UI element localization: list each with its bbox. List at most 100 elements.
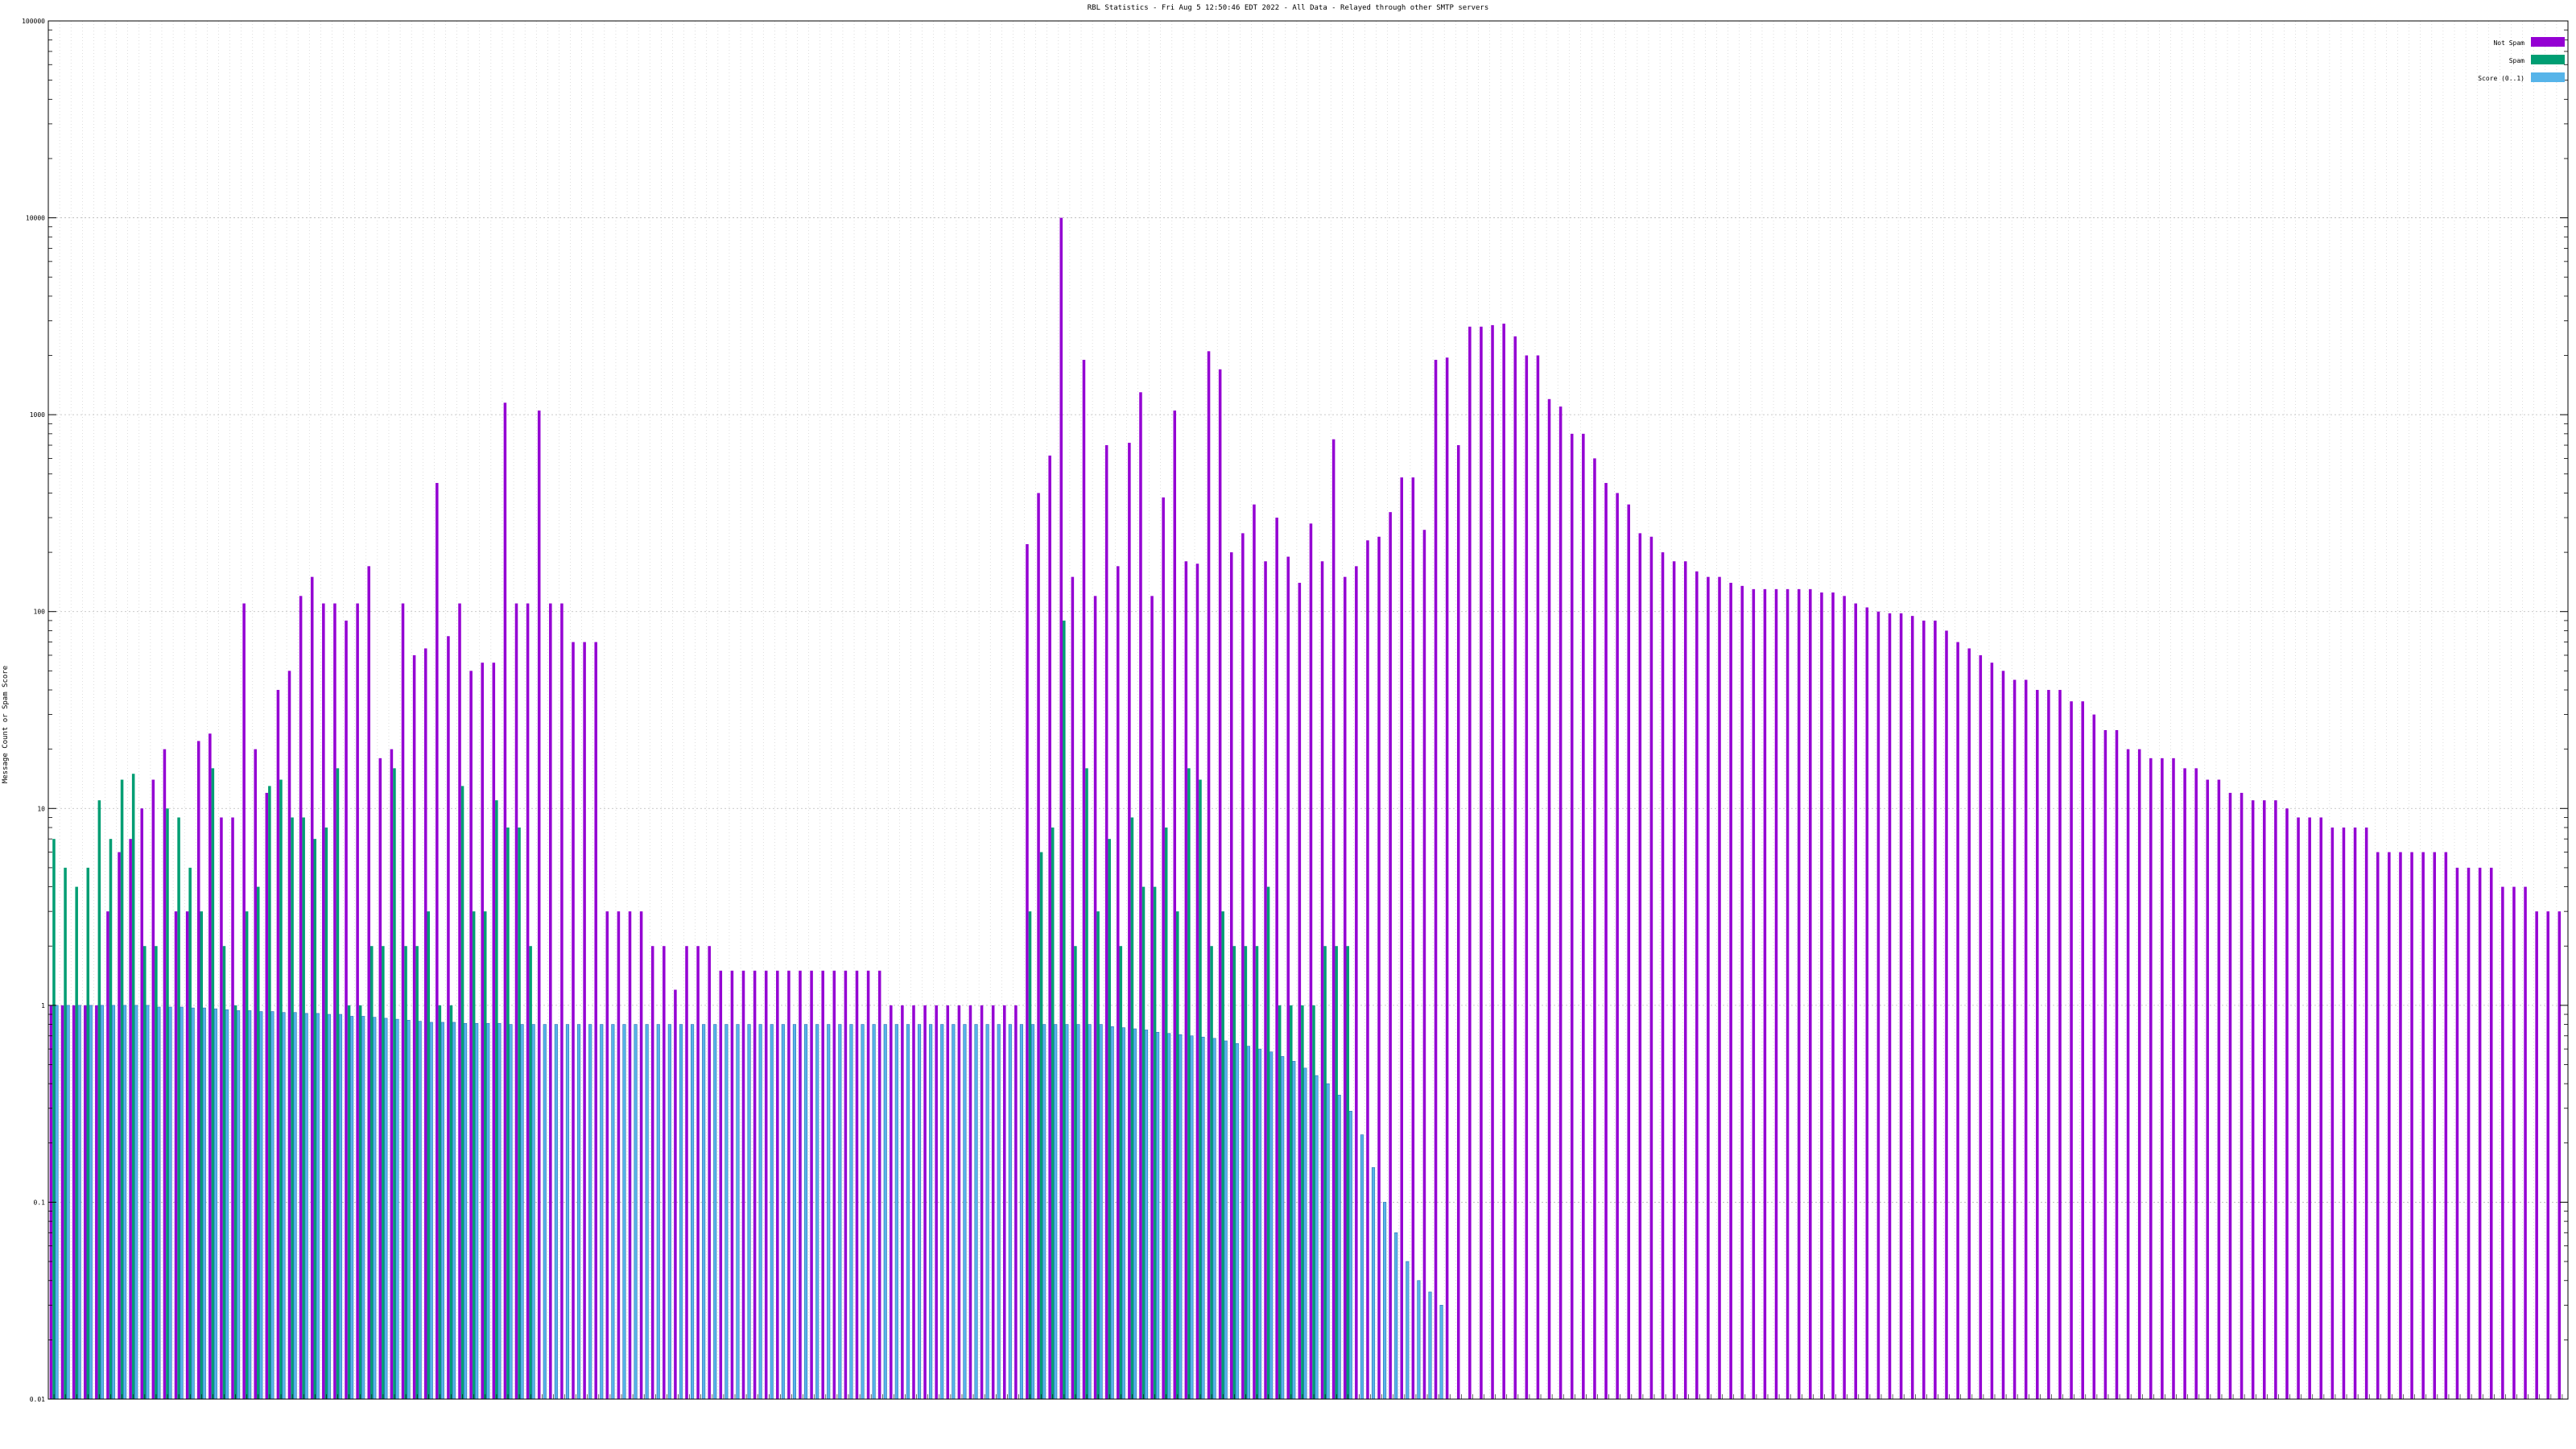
bar-spam bbox=[64, 867, 67, 1399]
bar-score bbox=[838, 1024, 842, 1400]
bar-not-spam bbox=[1763, 588, 1767, 1399]
bar-score bbox=[1383, 1202, 1387, 1400]
bar-not-spam bbox=[492, 663, 496, 1399]
bar-not-spam bbox=[2535, 911, 2538, 1399]
bar-spam bbox=[472, 911, 476, 1399]
bar-not-spam bbox=[980, 1005, 984, 1399]
bar-score bbox=[883, 1024, 887, 1400]
bar-not-spam bbox=[2376, 852, 2380, 1399]
bar-score bbox=[66, 1005, 70, 1400]
bar-not-spam bbox=[1672, 561, 1676, 1399]
bar-not-spam bbox=[1899, 613, 1903, 1399]
bar-score bbox=[1406, 1261, 1410, 1400]
bar-score bbox=[1348, 1111, 1352, 1400]
bar-not-spam bbox=[2228, 792, 2232, 1399]
bar-not-spam bbox=[1513, 336, 1517, 1399]
bar-spam bbox=[302, 817, 305, 1399]
bar-score bbox=[1371, 1167, 1376, 1400]
y-tick-label: 1 bbox=[41, 1002, 45, 1009]
bar-score bbox=[316, 1013, 320, 1400]
bar-not-spam bbox=[2319, 817, 2323, 1399]
bar-not-spam bbox=[2421, 852, 2425, 1399]
bar-score bbox=[361, 1016, 365, 1400]
bar-score bbox=[1110, 1026, 1114, 1400]
bar-spam bbox=[279, 779, 283, 1399]
bar-score bbox=[464, 1022, 468, 1400]
bar-not-spam bbox=[708, 946, 711, 1399]
bar-spam bbox=[324, 827, 328, 1399]
bar-not-spam bbox=[1865, 607, 1869, 1399]
bar-spam bbox=[1153, 886, 1157, 1399]
bar-score bbox=[202, 1007, 206, 1400]
bar-score bbox=[963, 1024, 967, 1400]
bar-not-spam bbox=[481, 663, 484, 1399]
bar-score bbox=[497, 1022, 502, 1400]
bar-spam bbox=[1301, 1005, 1304, 1399]
bar-not-spam bbox=[2115, 729, 2119, 1399]
bar-spam bbox=[75, 886, 78, 1399]
bar-score bbox=[168, 1006, 172, 1400]
bar-not-spam bbox=[1661, 552, 1665, 1399]
bar-not-spam bbox=[2444, 852, 2448, 1399]
bar-spam bbox=[1187, 768, 1191, 1399]
bar-not-spam bbox=[1445, 357, 1449, 1400]
bar-not-spam bbox=[2036, 690, 2039, 1399]
bar-not-spam bbox=[2274, 800, 2277, 1399]
bar-score bbox=[576, 1024, 581, 1400]
bar-not-spam bbox=[2194, 768, 2198, 1399]
bar-not-spam bbox=[2478, 867, 2482, 1399]
bar-score bbox=[974, 1024, 978, 1400]
bar-spam bbox=[200, 911, 204, 1399]
bar-not-spam bbox=[968, 1005, 972, 1399]
bar-not-spam bbox=[799, 970, 802, 1399]
bar-spam bbox=[369, 946, 374, 1399]
bar-spam bbox=[495, 800, 498, 1399]
bar-not-spam bbox=[378, 758, 382, 1399]
bar-score bbox=[1439, 1305, 1443, 1400]
bar-not-spam bbox=[2126, 749, 2130, 1399]
bar-not-spam bbox=[1945, 630, 1948, 1399]
bar-score bbox=[486, 1022, 490, 1400]
bar-not-spam bbox=[650, 946, 654, 1399]
bar-not-spam bbox=[2399, 852, 2402, 1399]
bar-not-spam bbox=[2081, 701, 2084, 1399]
bar-score bbox=[679, 1024, 683, 1400]
bar-spam bbox=[483, 911, 487, 1399]
bar-not-spam bbox=[594, 642, 597, 1399]
legend-label: Spam bbox=[2509, 57, 2524, 64]
bar-score bbox=[656, 1024, 660, 1400]
bar-score bbox=[1076, 1024, 1080, 1400]
bar-not-spam bbox=[1797, 588, 1801, 1399]
legend-swatch bbox=[2531, 55, 2565, 64]
y-tick-label: 100 bbox=[34, 609, 46, 616]
bar-score bbox=[1292, 1061, 1296, 1400]
bar-spam bbox=[1323, 946, 1327, 1399]
bar-not-spam bbox=[1059, 217, 1063, 1399]
bar-score bbox=[815, 1024, 819, 1400]
bar-not-spam bbox=[1184, 561, 1188, 1399]
bar-spam bbox=[1335, 946, 1338, 1399]
bar-spam bbox=[131, 774, 135, 1399]
bar-score bbox=[111, 1005, 116, 1400]
bar-score bbox=[429, 1022, 433, 1400]
bar-not-spam bbox=[1990, 663, 1994, 1399]
bar-not-spam bbox=[265, 792, 269, 1399]
bar-not-spam bbox=[151, 779, 155, 1399]
bar-spam bbox=[211, 768, 215, 1399]
bar-not-spam bbox=[787, 970, 791, 1399]
bar-not-spam bbox=[685, 946, 688, 1399]
bar-score bbox=[781, 1024, 785, 1400]
bar-not-spam bbox=[1331, 439, 1335, 1400]
bar-spam bbox=[1039, 852, 1043, 1399]
bar-not-spam bbox=[333, 603, 336, 1399]
bar-not-spam bbox=[560, 603, 564, 1399]
bar-not-spam bbox=[2001, 671, 2005, 1399]
bar-not-spam bbox=[1502, 324, 1505, 1399]
bar-score bbox=[1315, 1075, 1319, 1400]
bar-not-spam bbox=[1831, 592, 1835, 1399]
bar-not-spam bbox=[2240, 792, 2244, 1399]
bar-score bbox=[1360, 1134, 1364, 1400]
bar-score bbox=[180, 1006, 184, 1400]
bar-not-spam bbox=[855, 970, 859, 1399]
